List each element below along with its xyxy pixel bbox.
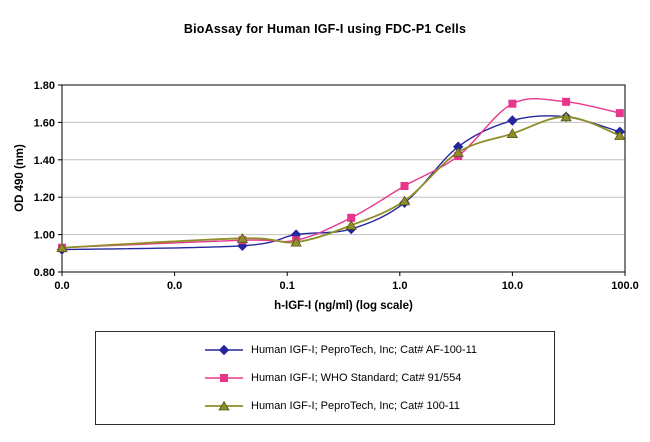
- triangle-marker-icon: [218, 400, 230, 411]
- x-tick-label: 10.0: [502, 280, 523, 292]
- x-tick-label: 100.0: [611, 280, 639, 292]
- diamond-series-marker-icon: [204, 343, 244, 357]
- square-marker-icon: [220, 374, 228, 382]
- legend-item: Human IGF-I; WHO Standard; Cat# 91/554: [204, 368, 554, 388]
- square-marker-icon: [562, 97, 571, 106]
- y-tick-label: 1.60: [34, 117, 55, 129]
- triangle-marker-icon: [345, 220, 357, 230]
- triangle-marker-icon: [398, 195, 411, 206]
- x-tick-label: 0.1: [280, 280, 295, 292]
- legend-item: Human IGF-I; PeproTech, Inc; Cat# AF-100…: [204, 340, 554, 360]
- y-tick-label: 0.80: [34, 267, 55, 279]
- plot-border: [61, 84, 626, 273]
- legend-label: Human IGF-I; PeproTech, Inc; Cat# 100-11: [251, 400, 460, 412]
- legend-label: Human IGF-I; WHO Standard; Cat# 91/554: [251, 372, 462, 384]
- diamond-marker-icon: [218, 344, 230, 356]
- x-axis-label: h-IGF-I (ng/ml) (log scale): [274, 300, 413, 312]
- square-marker-icon: [400, 182, 409, 190]
- triangle-marker-icon: [506, 128, 519, 138]
- square-marker-icon: [508, 99, 517, 108]
- y-tick-label: 1.00: [34, 230, 55, 242]
- diamond-marker-icon: [507, 115, 518, 126]
- triangle-marker-icon: [236, 233, 249, 243]
- x-tick-label: 0.0: [167, 280, 182, 292]
- chart-title: BioAssay for Human IGF-I using FDC-P1 Ce…: [183, 22, 467, 36]
- y-tick-label: 1.40: [34, 155, 55, 167]
- triangle-marker-icon: [452, 147, 464, 157]
- triangle-series-marker-icon: [204, 399, 244, 413]
- square-marker-icon: [615, 109, 624, 118]
- series-line: [61, 115, 621, 249]
- triangle-marker-icon: [290, 236, 302, 247]
- legend-item: Human IGF-I; PeproTech, Inc; Cat# 100-11: [204, 396, 554, 416]
- series-line: [61, 98, 620, 249]
- triangle-marker-icon: [560, 111, 572, 122]
- chart-canvas: 0.80 1.00 1.20 1.40 1.60 1.80 0.0 0.0 0.1 1.0 10.0…: [34, 80, 639, 292]
- triangle-marker-icon: [614, 130, 626, 140]
- x-tick-label: 0.0: [54, 280, 69, 292]
- x-tick-label: 1.0: [392, 280, 407, 292]
- legend-label: Human IGF-I; PeproTech, Inc; Cat# AF-100…: [251, 344, 478, 356]
- y-tick-label: 1.80: [34, 80, 55, 92]
- square-series-marker-icon: [204, 371, 244, 385]
- chart-legend: Human IGF-I; PeproTech, Inc; Cat# AF-100…: [95, 331, 555, 425]
- y-axis-label: OD 490 (nm): [14, 144, 26, 212]
- triangle-marker-icon: [56, 242, 68, 253]
- y-tick-label: 1.20: [34, 192, 55, 204]
